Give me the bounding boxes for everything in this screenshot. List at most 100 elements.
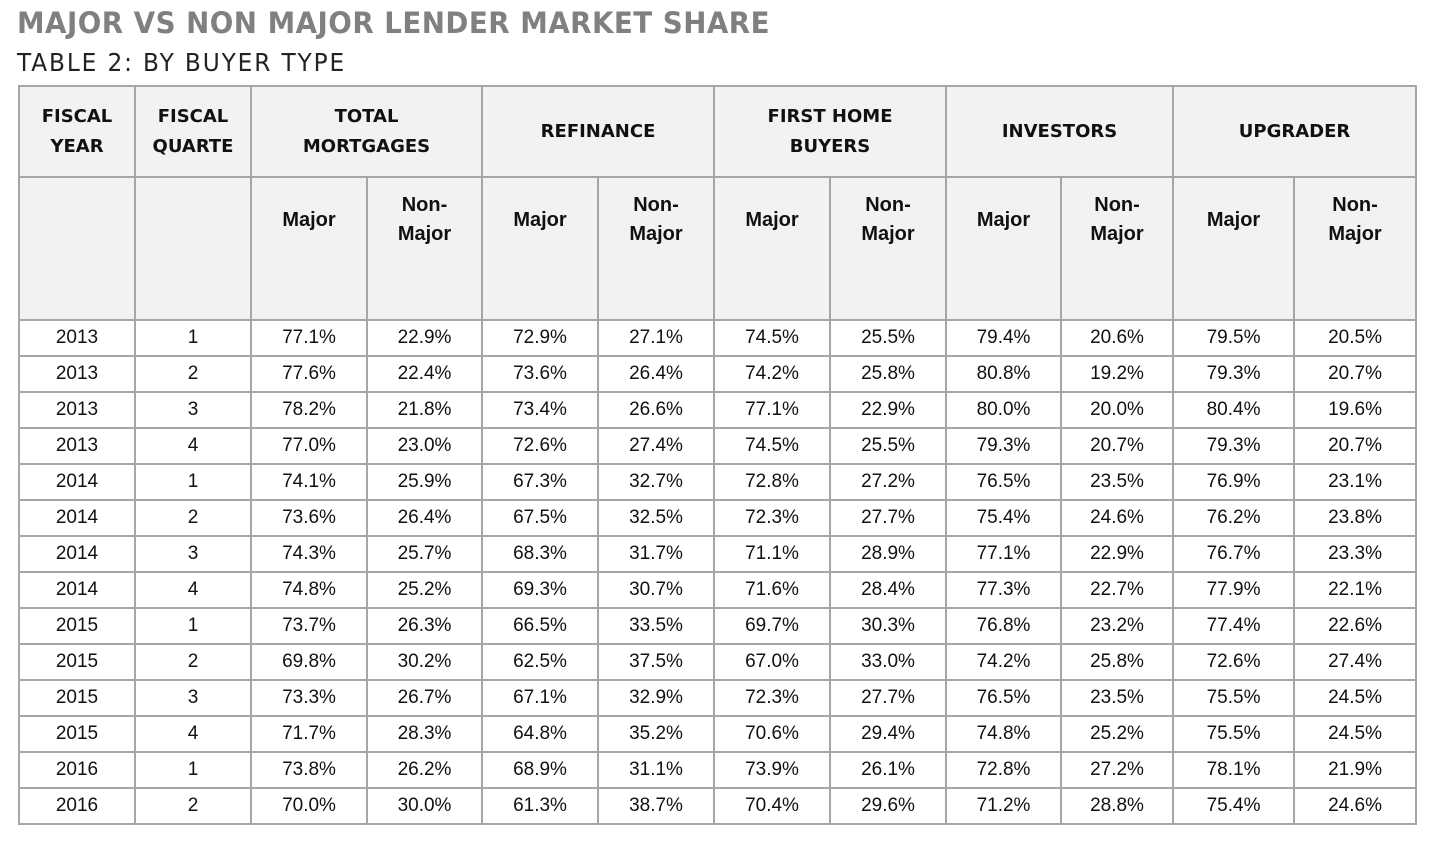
cell-first-home-major: 71.6% xyxy=(713,571,832,609)
table-row: 2015 1 73.7% 26.3% 66.5% 33.5% 69.7% 30.3% 76.8%… xyxy=(18,607,1418,645)
cell-upgrader-major: 76.9% xyxy=(1172,463,1296,501)
cell-investors-major: 72.8% xyxy=(945,751,1063,789)
cell-investors-major: 79.3% xyxy=(945,427,1063,465)
cell-first-home-major: 72.3% xyxy=(713,499,832,537)
cell-upgrader-major: 77.4% xyxy=(1172,607,1296,645)
table-row: 2015 4 71.7% 28.3% 64.8% 35.2% 70.6% 29.4% 74.8%… xyxy=(18,715,1418,753)
cell-first-home-major: 74.5% xyxy=(713,319,832,357)
cell-total-major: 74.3% xyxy=(250,535,368,573)
cell-fiscal-year: 2015 xyxy=(18,607,136,645)
cell-refinance-major: 66.5% xyxy=(481,607,600,645)
cell-refinance-non-major: 32.7% xyxy=(597,463,716,501)
cell-investors-non-major: 20.0% xyxy=(1060,391,1175,429)
cell-total-non-major: 26.7% xyxy=(365,679,484,717)
cell-total-major: 77.0% xyxy=(250,427,368,465)
cell-fiscal-quarter: 2 xyxy=(134,787,252,825)
header-fiscal-quarter: FISCAL QUARTE xyxy=(134,85,252,178)
cell-investors-non-major: 23.5% xyxy=(1060,463,1175,501)
cell-total-non-major: 25.7% xyxy=(365,535,484,573)
cell-first-home-non-major: 29.6% xyxy=(829,787,948,825)
cell-upgrader-non-major: 24.6% xyxy=(1293,787,1418,825)
header-blank-year xyxy=(18,176,136,321)
header-upgrader: UPGRADER xyxy=(1172,85,1418,178)
cell-investors-non-major: 23.2% xyxy=(1060,607,1175,645)
cell-upgrader-major: 76.2% xyxy=(1172,499,1296,537)
cell-refinance-non-major: 31.7% xyxy=(597,535,716,573)
cell-refinance-major: 67.1% xyxy=(481,679,600,717)
cell-upgrader-major: 75.5% xyxy=(1172,715,1296,753)
cell-fiscal-quarter: 1 xyxy=(134,463,252,501)
cell-fiscal-year: 2013 xyxy=(18,391,136,429)
cell-refinance-major: 61.3% xyxy=(481,787,600,825)
table-row: 2013 4 77.0% 23.0% 72.6% 27.4% 74.5% 25.5% 79.3%… xyxy=(18,427,1418,465)
cell-total-non-major: 30.2% xyxy=(365,643,484,681)
table-row: 2016 2 70.0% 30.0% 61.3% 38.7% 70.4% 29.6% 71.2%… xyxy=(18,787,1418,825)
cell-refinance-non-major: 35.2% xyxy=(597,715,716,753)
cell-fiscal-quarter: 1 xyxy=(134,607,252,645)
cell-total-non-major: 25.9% xyxy=(365,463,484,501)
cell-investors-non-major: 19.2% xyxy=(1060,355,1175,393)
cell-first-home-non-major: 33.0% xyxy=(829,643,948,681)
market-share-table: FISCAL YEAR FISCAL QUARTE TOTAL MORTGAGE… xyxy=(18,85,1418,825)
cell-upgrader-major: 77.9% xyxy=(1172,571,1296,609)
table-row: 2015 2 69.8% 30.2% 62.5% 37.5% 67.0% 33.0% 74.2%… xyxy=(18,643,1418,681)
group-header-row: FISCAL YEAR FISCAL QUARTE TOTAL MORTGAGE… xyxy=(18,85,1418,178)
cell-investors-major: 77.1% xyxy=(945,535,1063,573)
cell-investors-non-major: 25.2% xyxy=(1060,715,1175,753)
cell-upgrader-major: 75.4% xyxy=(1172,787,1296,825)
cell-investors-major: 71.2% xyxy=(945,787,1063,825)
cell-upgrader-non-major: 23.8% xyxy=(1293,499,1418,537)
table-row: 2015 3 73.3% 26.7% 67.1% 32.9% 72.3% 27.7% 76.5%… xyxy=(18,679,1418,717)
cell-total-non-major: 26.2% xyxy=(365,751,484,789)
cell-upgrader-non-major: 21.9% xyxy=(1293,751,1418,789)
cell-fiscal-quarter: 1 xyxy=(134,319,252,357)
cell-investors-major: 79.4% xyxy=(945,319,1063,357)
cell-first-home-non-major: 27.7% xyxy=(829,679,948,717)
cell-fiscal-year: 2013 xyxy=(18,319,136,357)
cell-total-non-major: 30.0% xyxy=(365,787,484,825)
header-investors: INVESTORS xyxy=(945,85,1175,178)
cell-upgrader-major: 79.3% xyxy=(1172,427,1296,465)
cell-upgrader-major: 79.3% xyxy=(1172,355,1296,393)
cell-refinance-non-major: 26.6% xyxy=(597,391,716,429)
cell-first-home-non-major: 25.5% xyxy=(829,427,948,465)
cell-investors-major: 77.3% xyxy=(945,571,1063,609)
table-row: 2016 1 73.8% 26.2% 68.9% 31.1% 73.9% 26.1% 72.8%… xyxy=(18,751,1418,789)
cell-investors-major: 74.2% xyxy=(945,643,1063,681)
cell-first-home-non-major: 30.3% xyxy=(829,607,948,645)
header-total-mortgages-non-major: Non- Major xyxy=(365,176,484,321)
cell-refinance-non-major: 27.4% xyxy=(597,427,716,465)
cell-total-non-major: 22.4% xyxy=(365,355,484,393)
cell-first-home-major: 77.1% xyxy=(713,391,832,429)
cell-total-non-major: 22.9% xyxy=(365,319,484,357)
cell-refinance-major: 73.4% xyxy=(481,391,600,429)
header-fiscal-year: FISCAL YEAR xyxy=(18,85,136,178)
header-refinance: REFINANCE xyxy=(481,85,716,178)
cell-fiscal-quarter: 4 xyxy=(134,571,252,609)
cell-fiscal-year: 2014 xyxy=(18,499,136,537)
table-row: 2013 2 77.6% 22.4% 73.6% 26.4% 74.2% 25.8% 80.8%… xyxy=(18,355,1418,393)
cell-upgrader-non-major: 19.6% xyxy=(1293,391,1418,429)
cell-investors-non-major: 20.7% xyxy=(1060,427,1175,465)
cell-investors-non-major: 22.9% xyxy=(1060,535,1175,573)
cell-fiscal-quarter: 3 xyxy=(134,391,252,429)
cell-total-major: 73.3% xyxy=(250,679,368,717)
cell-upgrader-major: 79.5% xyxy=(1172,319,1296,357)
cell-fiscal-quarter: 2 xyxy=(134,643,252,681)
table-row: 2014 2 73.6% 26.4% 67.5% 32.5% 72.3% 27.7% 75.4%… xyxy=(18,499,1418,537)
cell-refinance-non-major: 26.4% xyxy=(597,355,716,393)
table-row: 2014 4 74.8% 25.2% 69.3% 30.7% 71.6% 28.4% 77.3%… xyxy=(18,571,1418,609)
cell-refinance-major: 67.5% xyxy=(481,499,600,537)
header-upgrader-major: Major xyxy=(1172,176,1296,321)
cell-first-home-major: 72.3% xyxy=(713,679,832,717)
cell-first-home-non-major: 28.9% xyxy=(829,535,948,573)
cell-fiscal-quarter: 1 xyxy=(134,751,252,789)
cell-upgrader-non-major: 23.3% xyxy=(1293,535,1418,573)
cell-total-non-major: 26.3% xyxy=(365,607,484,645)
cell-upgrader-non-major: 20.7% xyxy=(1293,355,1418,393)
header-investors-non-major: Non- Major xyxy=(1060,176,1175,321)
cell-investors-non-major: 27.2% xyxy=(1060,751,1175,789)
cell-investors-non-major: 25.8% xyxy=(1060,643,1175,681)
sub-header-row: Major Non- Major Major Non- Major Major Non- Maj… xyxy=(18,176,1418,321)
cell-refinance-non-major: 32.5% xyxy=(597,499,716,537)
